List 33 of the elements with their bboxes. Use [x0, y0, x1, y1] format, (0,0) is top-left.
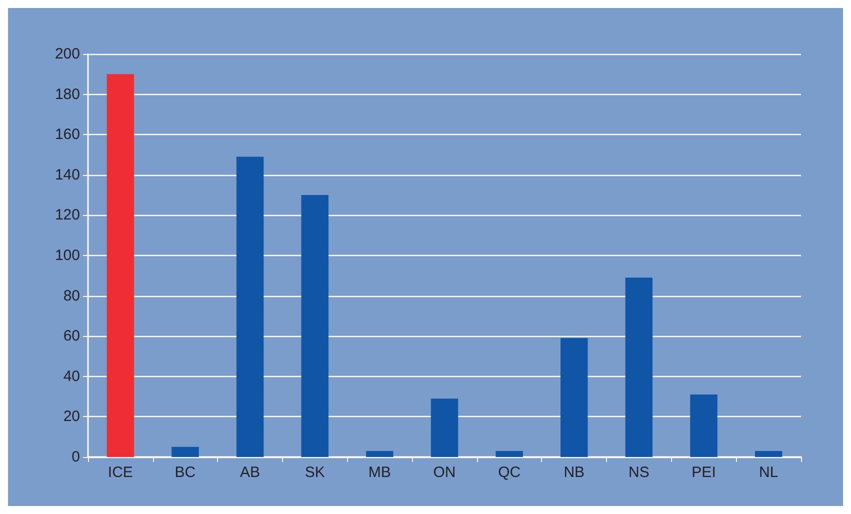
- x-tick-label: NS: [628, 464, 650, 481]
- x-tick-label: AB: [240, 464, 260, 481]
- bar: [366, 450, 394, 457]
- bar: [754, 450, 782, 457]
- x-tick-label: PEI: [692, 464, 716, 481]
- bar: [690, 394, 718, 457]
- x-tick-label: SK: [304, 464, 325, 481]
- bar: [560, 338, 588, 457]
- bar: [301, 195, 328, 457]
- x-tick-label: NL: [758, 464, 778, 481]
- x-tick-label: ON: [433, 464, 456, 481]
- bar: [496, 450, 523, 457]
- bar: [172, 446, 199, 457]
- y-tick-label: 180: [54, 86, 80, 103]
- bar: [106, 74, 134, 457]
- y-tick-label: 40: [63, 368, 80, 385]
- x-tick-label: ICE: [108, 464, 133, 481]
- x-tick-label: NB: [564, 464, 585, 481]
- bar: [236, 156, 264, 457]
- y-tick-label: 120: [54, 206, 80, 224]
- x-tick-label: QC: [498, 464, 521, 481]
- y-tick-label: 0: [72, 448, 80, 466]
- y-tick-label: 100: [54, 247, 80, 264]
- y-tick-label: 20: [63, 408, 80, 426]
- bar: [625, 278, 653, 457]
- y-tick-label: 140: [54, 166, 80, 184]
- bar: [430, 398, 458, 457]
- y-tick-label: 200: [54, 46, 80, 62]
- x-tick-label: MB: [368, 464, 391, 481]
- y-tick-label: 60: [63, 328, 80, 345]
- y-tick-label: 160: [54, 126, 80, 144]
- x-tick-label: BC: [174, 464, 196, 481]
- y-tick-label: 80: [63, 287, 80, 304]
